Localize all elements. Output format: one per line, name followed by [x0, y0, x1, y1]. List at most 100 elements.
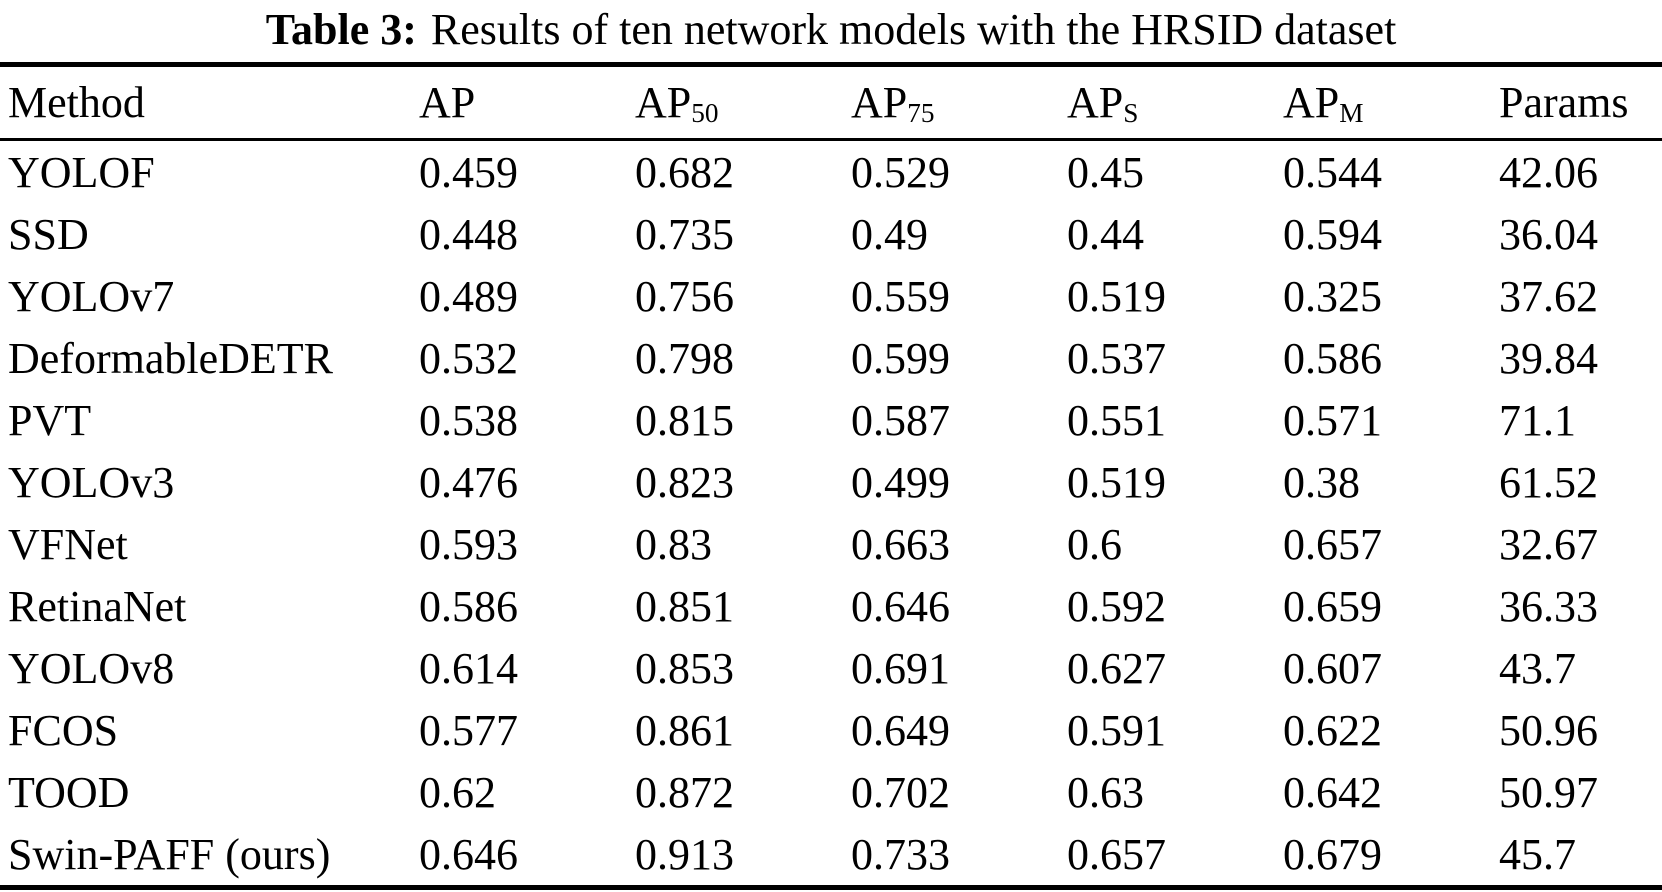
table-row: TOOD 0.62 0.872 0.702 0.63 0.642 50.97	[0, 761, 1662, 823]
cell-ap: 0.448	[419, 209, 518, 259]
table-row: YOLOv8 0.614 0.853 0.691 0.627 0.607 43.…	[0, 637, 1662, 699]
column-header-label: Method	[8, 78, 145, 127]
caption-text: Results of ten network models with the H…	[430, 5, 1397, 54]
table-row: YOLOv3 0.476 0.823 0.499 0.519 0.38 61.5…	[0, 451, 1662, 513]
column-header-aps: APS	[1067, 65, 1283, 140]
cell-aps: 0.45	[1067, 147, 1144, 197]
cell-method: DeformableDETR	[8, 333, 333, 383]
cell-aps: 0.537	[1067, 333, 1166, 383]
cell-params: 61.52	[1499, 457, 1598, 507]
cell-apm: 0.679	[1283, 829, 1382, 879]
cell-ap50: 0.682	[635, 147, 734, 197]
cell-ap: 0.586	[419, 581, 518, 631]
cell-params: 45.7	[1499, 829, 1576, 879]
cell-method: PVT	[8, 395, 92, 445]
cell-ap75: 0.691	[851, 643, 950, 693]
cell-ap50: 0.861	[635, 705, 734, 755]
column-header-label: AP	[419, 78, 476, 127]
cell-ap75: 0.663	[851, 519, 950, 569]
results-table: Method AP AP50 AP75 APS APM Params YOLOF…	[0, 62, 1662, 890]
header-row: Method AP AP50 AP75 APS APM Params	[0, 65, 1662, 140]
cell-ap: 0.646	[419, 829, 518, 879]
table-row: YOLOv7 0.489 0.756 0.559 0.519 0.325 37.…	[0, 265, 1662, 327]
cell-ap75: 0.649	[851, 705, 950, 755]
table-row: SSD 0.448 0.735 0.49 0.44 0.594 36.04	[0, 203, 1662, 265]
cell-params: 36.04	[1499, 209, 1598, 259]
column-header-label: AP	[1283, 78, 1340, 127]
table-row: VFNet 0.593 0.83 0.663 0.6 0.657 32.67	[0, 513, 1662, 575]
cell-params: 39.84	[1499, 333, 1598, 383]
cell-apm: 0.657	[1283, 519, 1382, 569]
cell-apm: 0.586	[1283, 333, 1382, 383]
column-header-subscript: M	[1339, 97, 1364, 128]
cell-aps: 0.44	[1067, 209, 1144, 259]
cell-method: YOLOv8	[8, 643, 175, 693]
cell-ap50: 0.851	[635, 581, 734, 631]
cell-params: 50.96	[1499, 705, 1598, 755]
cell-ap75: 0.702	[851, 767, 950, 817]
cell-ap: 0.532	[419, 333, 518, 383]
cell-ap50: 0.872	[635, 767, 734, 817]
column-header-label: AP	[851, 78, 908, 127]
cell-aps: 0.592	[1067, 581, 1166, 631]
cell-apm: 0.622	[1283, 705, 1382, 755]
table-caption: Table 3: Results of ten network models wi…	[0, 0, 1662, 62]
cell-method: TOOD	[8, 767, 130, 817]
cell-aps: 0.63	[1067, 767, 1144, 817]
cell-ap50: 0.853	[635, 643, 734, 693]
cell-ap50: 0.83	[635, 519, 712, 569]
cell-ap50: 0.756	[635, 271, 734, 321]
cell-params: 36.33	[1499, 581, 1598, 631]
cell-ap75: 0.559	[851, 271, 950, 321]
cell-ap: 0.577	[419, 705, 518, 755]
cell-method: YOLOv7	[8, 271, 175, 321]
cell-ap75: 0.599	[851, 333, 950, 383]
cell-aps: 0.551	[1067, 395, 1166, 445]
cell-method: VFNet	[8, 519, 128, 569]
cell-ap75: 0.587	[851, 395, 950, 445]
column-header-method: Method	[0, 65, 419, 140]
table-row: YOLOF 0.459 0.682 0.529 0.45 0.544 42.06	[0, 140, 1662, 204]
cell-ap: 0.62	[419, 767, 496, 817]
cell-apm: 0.594	[1283, 209, 1382, 259]
column-header-ap: AP	[419, 65, 635, 140]
cell-ap50: 0.823	[635, 457, 734, 507]
cell-method: YOLOv3	[8, 457, 175, 507]
column-header-subscript: S	[1123, 97, 1139, 128]
cell-params: 32.67	[1499, 519, 1598, 569]
cell-apm: 0.325	[1283, 271, 1382, 321]
cell-apm: 0.571	[1283, 395, 1382, 445]
table-row: Swin-PAFF (ours) 0.646 0.913 0.733 0.657…	[0, 823, 1662, 888]
cell-ap: 0.538	[419, 395, 518, 445]
cell-ap50: 0.913	[635, 829, 734, 879]
cell-method: Swin-PAFF (ours)	[8, 829, 331, 879]
cell-ap: 0.459	[419, 147, 518, 197]
table-row: DeformableDETR 0.532 0.798 0.599 0.537 0…	[0, 327, 1662, 389]
cell-method: SSD	[8, 209, 89, 259]
cell-params: 37.62	[1499, 271, 1598, 321]
cell-ap75: 0.49	[851, 209, 928, 259]
cell-ap50: 0.735	[635, 209, 734, 259]
cell-aps: 0.657	[1067, 829, 1166, 879]
column-header-subscript: 75	[907, 97, 935, 128]
column-header-ap50: AP50	[635, 65, 851, 140]
cell-apm: 0.642	[1283, 767, 1382, 817]
cell-params: 71.1	[1499, 395, 1576, 445]
cell-ap50: 0.798	[635, 333, 734, 383]
cell-method: FCOS	[8, 705, 119, 755]
table-row: PVT 0.538 0.815 0.587 0.551 0.571 71.1	[0, 389, 1662, 451]
cell-ap: 0.593	[419, 519, 518, 569]
cell-ap75: 0.499	[851, 457, 950, 507]
column-header-label: AP	[635, 78, 692, 127]
cell-apm: 0.607	[1283, 643, 1382, 693]
cell-params: 50.97	[1499, 767, 1598, 817]
cell-aps: 0.519	[1067, 457, 1166, 507]
cell-ap75: 0.529	[851, 147, 950, 197]
cell-apm: 0.38	[1283, 457, 1360, 507]
column-header-params: Params	[1499, 65, 1662, 140]
column-header-subscript: 50	[691, 97, 719, 128]
cell-ap: 0.614	[419, 643, 518, 693]
cell-ap: 0.476	[419, 457, 518, 507]
cell-ap75: 0.733	[851, 829, 950, 879]
